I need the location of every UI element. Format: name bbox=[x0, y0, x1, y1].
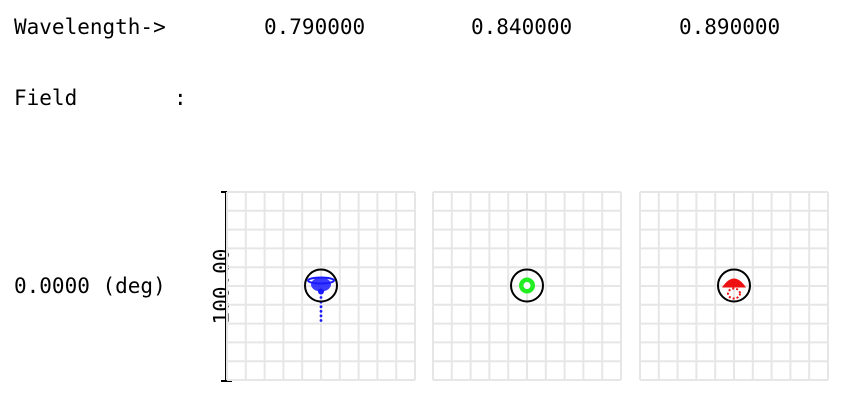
spot-tail-dot bbox=[319, 305, 323, 309]
field-value: 0.0000 (deg) bbox=[14, 274, 166, 298]
wavelength-label: Wavelength-> bbox=[14, 15, 166, 39]
airy-disk-circle bbox=[717, 268, 751, 303]
spot-tail-dot bbox=[319, 296, 323, 299]
spot-panel-1 bbox=[226, 191, 416, 381]
spot-dot bbox=[318, 288, 324, 295]
field-colon: : bbox=[174, 86, 187, 110]
airy-disk-circle bbox=[304, 268, 338, 303]
spot-panel-2 bbox=[432, 191, 622, 381]
field-label: Field bbox=[14, 86, 78, 110]
wavelength-value-2: 0.840000 bbox=[471, 15, 573, 39]
spot-tail-dot bbox=[319, 319, 323, 322]
spot-panel-3 bbox=[639, 191, 829, 381]
spot-stem bbox=[727, 287, 741, 300]
spot-tail-dot bbox=[319, 314, 323, 318]
airy-disk-circle bbox=[510, 268, 544, 303]
spot-tail-dot bbox=[319, 309, 323, 313]
spot-core bbox=[523, 282, 531, 289]
spot-cap bbox=[722, 278, 746, 288]
spot-ring bbox=[307, 276, 335, 285]
wavelength-value-1: 0.790000 bbox=[264, 15, 366, 39]
wavelength-value-3: 0.890000 bbox=[679, 15, 781, 39]
